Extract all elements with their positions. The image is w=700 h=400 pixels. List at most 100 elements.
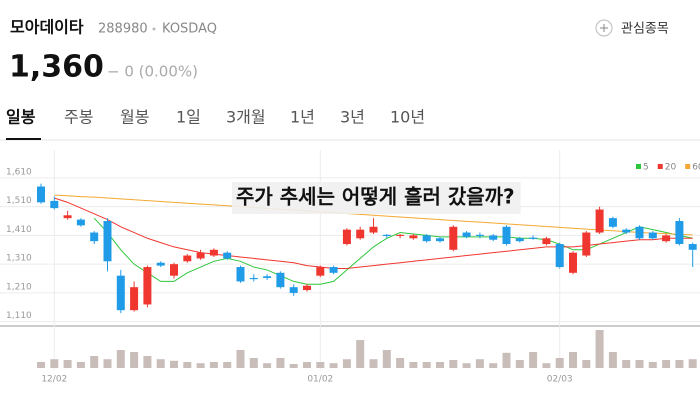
candle-body (688, 244, 697, 250)
candle-body (276, 272, 285, 288)
candle-body (316, 267, 325, 276)
candle-body (263, 276, 272, 278)
candle-body (303, 285, 311, 291)
ma-line (93, 217, 693, 285)
volume-bar (622, 360, 631, 368)
volume-bar (688, 359, 697, 368)
x-tick-label: 01/02 (307, 375, 333, 385)
volume-bar (116, 350, 125, 368)
watch-button[interactable]: 관심종목 (595, 19, 669, 37)
volume-bar (37, 362, 45, 368)
candle-body (608, 218, 617, 227)
candle-body (50, 200, 59, 209)
tab[interactable]: 3년 (340, 108, 365, 127)
title-background (232, 182, 521, 214)
candle-body (183, 255, 192, 262)
volume-bar (662, 360, 671, 368)
volume-bar (369, 359, 378, 368)
volume-bar (582, 360, 591, 368)
candle-body (143, 267, 152, 305)
volume-bar (103, 359, 112, 368)
candle-body (489, 235, 498, 240)
volume-bar (329, 363, 338, 368)
candle-body (116, 275, 125, 311)
volume-bar (342, 359, 351, 368)
volume-bar (515, 360, 524, 368)
candle-body (223, 252, 232, 259)
volume-bar (595, 330, 604, 368)
volume-bar (396, 358, 405, 368)
volume-bar (223, 362, 232, 368)
volume-bar (409, 362, 418, 368)
volume-bar (462, 363, 471, 368)
candle-body (369, 226, 378, 233)
ma-line (54, 194, 693, 236)
volume-bar (156, 359, 165, 368)
volume-bar (502, 352, 511, 368)
plus-sign (600, 24, 608, 32)
volume-bar (648, 362, 657, 368)
volume-bar (183, 362, 192, 368)
volume-bar (249, 358, 258, 368)
chart-title: 주가 추세는 어떻게 흘러 갔을까? (236, 185, 515, 209)
tab[interactable]: 1일 (176, 108, 201, 127)
volume-bar (170, 360, 178, 368)
candle-body (595, 209, 604, 233)
tab[interactable]: 일봉 (6, 108, 36, 127)
volume-bar (555, 358, 564, 368)
volume-bar (356, 340, 365, 368)
tab[interactable]: 월봉 (120, 108, 149, 127)
legend-swatch (685, 164, 691, 169)
candle-body (422, 235, 431, 242)
candle-body (436, 238, 444, 242)
candle-body (648, 232, 657, 239)
volume-bar (475, 359, 484, 368)
candle-body (515, 238, 524, 242)
watch-label[interactable]: 관심종목 (621, 22, 669, 37)
candle-body (356, 229, 365, 239)
tab[interactable]: 1년 (290, 108, 315, 127)
x-tick-label: 02/03 (547, 375, 573, 385)
y-tick-label: 1,610 (6, 167, 32, 177)
volume-bar (436, 362, 444, 368)
y-tick-label: 1,510 (6, 196, 32, 206)
price-change: − 0 (0.00%) (107, 63, 198, 81)
volume-bar (130, 352, 139, 368)
market: KOSDAQ (162, 22, 217, 37)
candle-body (462, 232, 471, 237)
y-tick-label: 1,310 (6, 254, 32, 264)
candle-body (196, 252, 205, 259)
candle-body (396, 234, 405, 236)
candle-body (662, 235, 671, 242)
volume-bar (382, 350, 391, 368)
tab[interactable]: 10년 (390, 108, 425, 127)
stock-name: 모아데이타 (10, 18, 84, 37)
volume-bar (635, 360, 644, 368)
tab[interactable]: 주봉 (64, 108, 93, 127)
candle-body (635, 226, 644, 239)
volume-bar (209, 362, 218, 368)
candle-body (582, 232, 591, 256)
volume-bar (608, 352, 617, 368)
volume-bar (489, 363, 498, 368)
volume-bar (236, 350, 245, 368)
y-tick-label: 1,410 (6, 225, 32, 235)
volume-bar (675, 360, 684, 368)
volume-bar (63, 360, 72, 368)
volume-bar (263, 363, 272, 368)
candle-body (249, 277, 258, 280)
legend-label: 5 (643, 163, 649, 173)
candle-body (329, 267, 338, 273)
legend-label: 20 (665, 163, 677, 173)
separator-dot (152, 27, 156, 31)
tab[interactable]: 3개월 (226, 108, 266, 127)
candle-body (675, 221, 684, 245)
candle-body (209, 249, 218, 256)
volume-bar (529, 352, 538, 368)
candle-body (90, 232, 99, 242)
candle-body (542, 238, 551, 245)
candle-body (289, 287, 298, 293)
legend-swatch (636, 164, 641, 169)
candle-body (382, 234, 391, 236)
volume-bar (289, 364, 298, 368)
